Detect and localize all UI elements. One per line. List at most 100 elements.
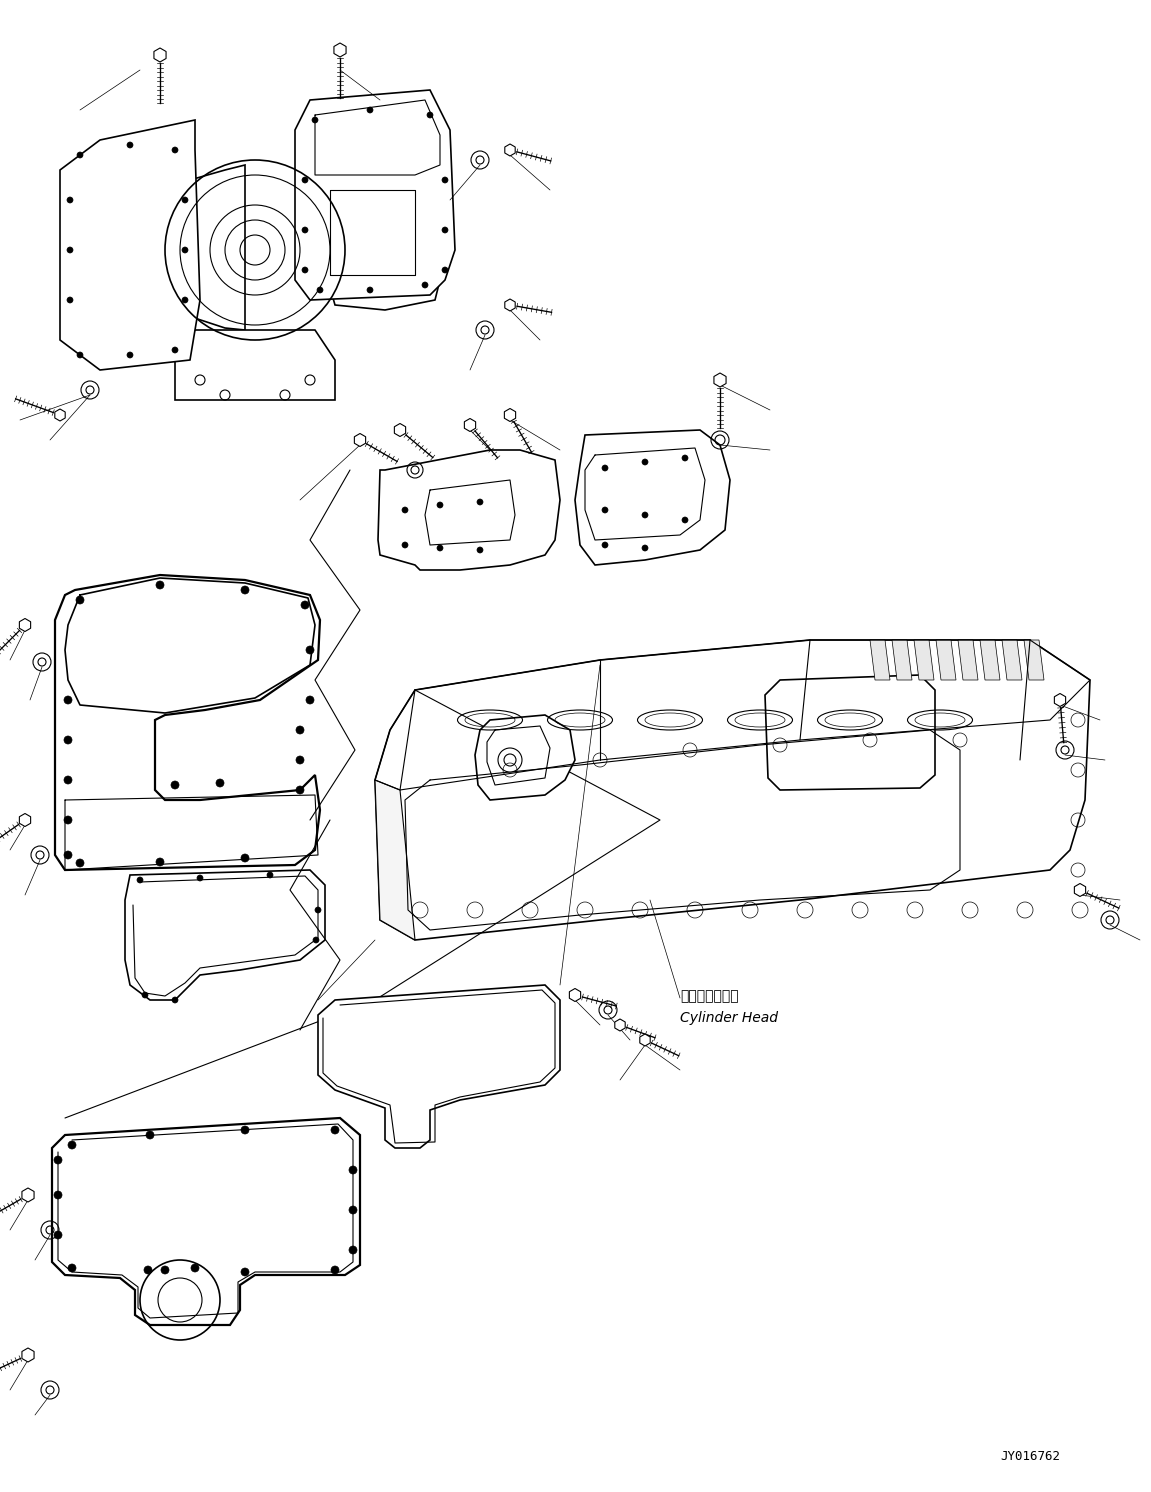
- Polygon shape: [55, 574, 320, 870]
- Circle shape: [241, 1268, 249, 1276]
- Circle shape: [182, 197, 188, 203]
- Circle shape: [182, 248, 188, 254]
- Polygon shape: [375, 640, 1090, 940]
- Circle shape: [498, 747, 523, 771]
- Circle shape: [296, 756, 304, 764]
- Circle shape: [642, 460, 648, 466]
- Circle shape: [67, 297, 73, 303]
- Polygon shape: [175, 330, 335, 400]
- Polygon shape: [325, 160, 445, 310]
- Circle shape: [296, 786, 304, 794]
- Polygon shape: [914, 640, 933, 680]
- Circle shape: [54, 1156, 62, 1164]
- Circle shape: [642, 545, 648, 551]
- Polygon shape: [1054, 694, 1066, 707]
- Polygon shape: [355, 434, 366, 446]
- Circle shape: [171, 148, 178, 154]
- Circle shape: [171, 780, 180, 789]
- Circle shape: [683, 455, 688, 461]
- Circle shape: [54, 1231, 62, 1238]
- Polygon shape: [980, 640, 1000, 680]
- Circle shape: [54, 1191, 62, 1200]
- Circle shape: [302, 601, 308, 609]
- Polygon shape: [20, 813, 31, 827]
- Circle shape: [64, 776, 73, 783]
- Circle shape: [602, 507, 608, 513]
- Polygon shape: [55, 409, 66, 421]
- Circle shape: [76, 595, 84, 604]
- Circle shape: [402, 507, 407, 513]
- Circle shape: [67, 197, 73, 203]
- Circle shape: [127, 142, 134, 148]
- Polygon shape: [20, 619, 31, 631]
- Polygon shape: [1024, 640, 1044, 680]
- Circle shape: [442, 267, 448, 273]
- Circle shape: [422, 282, 428, 288]
- Circle shape: [127, 352, 134, 358]
- Polygon shape: [640, 1034, 650, 1046]
- Circle shape: [64, 816, 73, 824]
- Circle shape: [216, 779, 224, 786]
- Circle shape: [367, 107, 373, 113]
- Circle shape: [191, 1264, 199, 1273]
- Polygon shape: [22, 1188, 35, 1203]
- Text: JY016762: JY016762: [1000, 1450, 1060, 1464]
- Circle shape: [302, 227, 308, 233]
- Circle shape: [77, 352, 83, 358]
- Polygon shape: [318, 985, 561, 1147]
- Polygon shape: [504, 409, 516, 422]
- Circle shape: [437, 501, 443, 507]
- Polygon shape: [475, 715, 576, 800]
- Circle shape: [427, 112, 433, 118]
- Polygon shape: [22, 1347, 35, 1362]
- Circle shape: [137, 877, 143, 883]
- Polygon shape: [870, 640, 890, 680]
- Circle shape: [312, 116, 318, 122]
- Circle shape: [402, 542, 407, 548]
- Polygon shape: [505, 298, 516, 310]
- Polygon shape: [505, 145, 516, 157]
- Circle shape: [367, 286, 373, 292]
- Circle shape: [67, 248, 73, 254]
- Circle shape: [296, 727, 304, 734]
- Circle shape: [302, 178, 308, 184]
- Circle shape: [68, 1264, 76, 1273]
- Polygon shape: [334, 43, 346, 57]
- Polygon shape: [395, 424, 405, 437]
- Circle shape: [267, 871, 273, 877]
- Circle shape: [157, 580, 163, 589]
- Circle shape: [64, 850, 73, 859]
- Circle shape: [315, 907, 321, 913]
- Polygon shape: [52, 1118, 360, 1325]
- Polygon shape: [375, 780, 416, 940]
- Circle shape: [146, 1131, 154, 1138]
- Circle shape: [64, 736, 73, 745]
- Circle shape: [642, 512, 648, 518]
- Circle shape: [349, 1167, 357, 1174]
- Circle shape: [442, 178, 448, 184]
- Polygon shape: [295, 90, 455, 300]
- Text: シリンダヘッド: シリンダヘッド: [680, 989, 739, 1003]
- Polygon shape: [378, 451, 561, 570]
- Circle shape: [331, 1267, 340, 1274]
- Polygon shape: [570, 989, 580, 1001]
- Circle shape: [64, 695, 73, 704]
- Text: Cylinder Head: Cylinder Head: [680, 1012, 778, 1025]
- Polygon shape: [125, 166, 245, 330]
- Circle shape: [349, 1246, 357, 1253]
- Circle shape: [68, 1141, 76, 1149]
- Circle shape: [182, 297, 188, 303]
- Polygon shape: [125, 870, 325, 1000]
- Circle shape: [313, 937, 319, 943]
- Polygon shape: [1003, 640, 1022, 680]
- Circle shape: [77, 152, 83, 158]
- Polygon shape: [936, 640, 956, 680]
- Circle shape: [477, 498, 483, 504]
- Circle shape: [306, 695, 314, 704]
- Circle shape: [331, 1126, 340, 1134]
- Polygon shape: [576, 430, 730, 565]
- Circle shape: [171, 348, 178, 354]
- Circle shape: [142, 992, 148, 998]
- Circle shape: [241, 1126, 249, 1134]
- Circle shape: [171, 997, 178, 1003]
